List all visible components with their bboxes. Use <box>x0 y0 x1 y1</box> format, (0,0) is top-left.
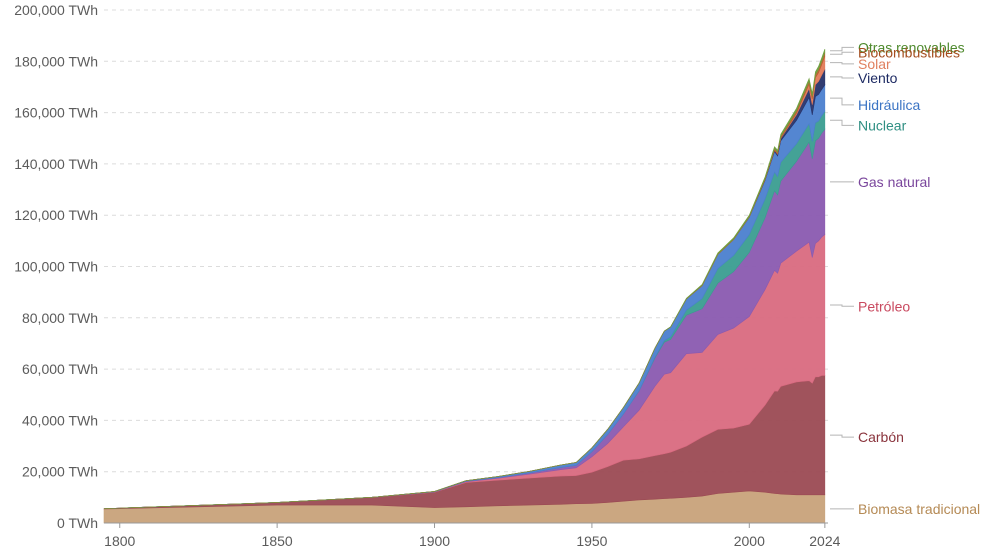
series-labels: Otras renovablesBiocombustiblesSolarVien… <box>830 39 980 517</box>
x-tick-label: 2024 <box>809 533 840 549</box>
series-label-nuclear: Nuclear <box>858 117 907 133</box>
area-series <box>103 49 826 524</box>
y-tick-label: 160,000 TWh <box>14 105 98 121</box>
y-tick-label: 100,000 TWh <box>14 259 98 275</box>
label-leader-biocombustibles <box>830 51 854 55</box>
y-tick-label: 60,000 TWh <box>22 361 98 377</box>
area-series-otras-renovables <box>103 49 826 509</box>
x-tick-label: 2000 <box>734 533 765 549</box>
y-tick-label: 140,000 TWh <box>14 156 98 172</box>
y-tick-label: 80,000 TWh <box>22 310 98 326</box>
x-tick-label: 1900 <box>419 533 450 549</box>
y-tick-label: 0 TWh <box>57 515 98 531</box>
x-tick-label: 1800 <box>104 533 135 549</box>
label-leader-carbon <box>830 434 854 438</box>
axes: 0 TWh 20,000 TWh 40,000 TWh 60,000 TWh 80,00… <box>14 2 840 549</box>
y-tick-label: 180,000 TWh <box>14 53 98 69</box>
label-leader-nuclear <box>830 119 854 126</box>
label-leader-solar <box>830 62 854 65</box>
label-leader-hidraulica <box>830 97 854 106</box>
series-label-otras-renovables: Otras renovables <box>858 39 965 55</box>
series-label-solar: Solar <box>858 56 891 72</box>
series-label-petroleo: Petróleo <box>858 298 910 314</box>
x-tick-label: 1950 <box>576 533 607 549</box>
series-label-biomasa-tradicional: Biomasa tradicional <box>858 501 980 517</box>
y-tick-label: 120,000 TWh <box>14 207 98 223</box>
series-label-hidraulica: Hidráulica <box>858 97 920 113</box>
series-label-gas-natural: Gas natural <box>858 174 930 190</box>
series-label-carbon: Carbón <box>858 429 904 445</box>
label-leader-petroleo <box>830 304 854 307</box>
label-leader-otras-renovables <box>830 46 854 52</box>
y-tick-label: 20,000 TWh <box>22 464 98 480</box>
y-tick-label: 200,000 TWh <box>14 2 98 18</box>
label-leader-viento <box>830 76 854 79</box>
gridlines <box>104 9 828 473</box>
series-label-biocombustibles: Biocombustibles <box>858 44 960 60</box>
series-label-viento: Viento <box>858 70 898 86</box>
x-tick-label: 1850 <box>262 533 293 549</box>
y-tick-label: 40,000 TWh <box>22 412 98 428</box>
